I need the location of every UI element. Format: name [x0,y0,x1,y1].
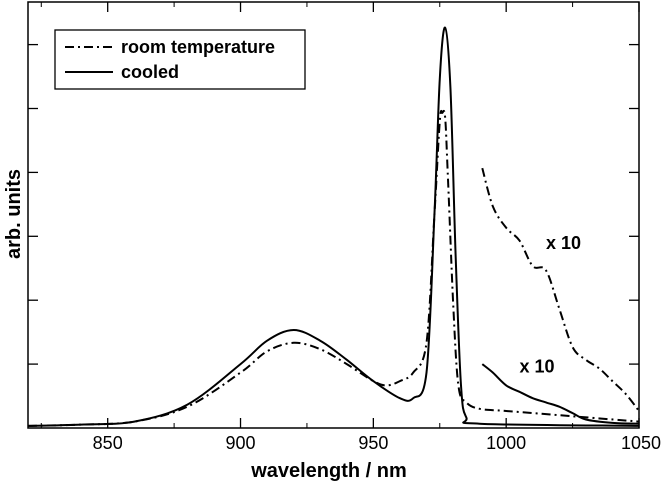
y-axis-label: arb. units [3,169,25,259]
annotation-layer: x 10 x 10 [519,233,581,377]
legend-label-cooled: cooled [121,62,179,82]
annotation-scale-0: x 10 [546,233,581,253]
x-tick-labels: 850 900 950 1000 1050 [93,433,661,453]
annotation-scale-1: x 10 [519,357,554,377]
series-layer [27,26,640,427]
legend-label-room-temperature: room temperature [121,37,275,57]
x-tick-label-1050: 1050 [621,433,661,453]
x-tick-label-900: 900 [225,433,255,453]
plot-frame [27,1,640,429]
x-axis-label: wavelength / nm [250,460,407,482]
legend: room temperature cooled [54,29,306,90]
x-tick-label-1000: 1000 [486,433,526,453]
tick-marks [28,2,640,428]
series-line-scaled-2 [481,167,640,412]
series-line-room-temperature [27,109,640,427]
legend-box [54,29,306,90]
x-tick-label-950: 950 [358,433,388,453]
plot-border [27,1,640,429]
series-line-scaled-3 [481,363,640,425]
x-tick-label-850: 850 [93,433,123,453]
series-line-cooled [27,26,640,427]
